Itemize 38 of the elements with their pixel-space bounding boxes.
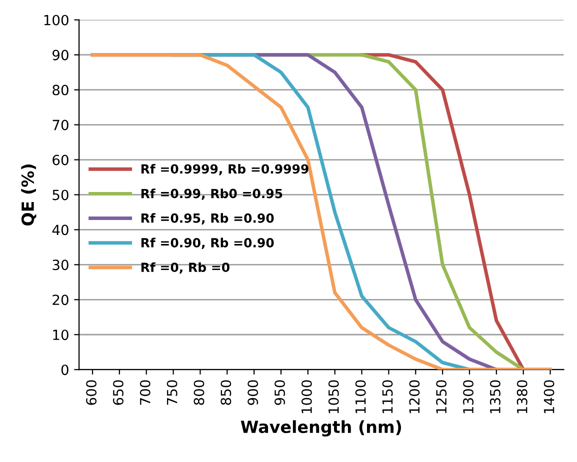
x-tick-label: 1200 — [409, 380, 420, 414]
y-axis-title: QE (%) — [21, 164, 36, 226]
y-tick-label: 100 — [44, 14, 68, 26]
x-tick-label: 1250 — [436, 380, 447, 414]
x-tick-label: 950 — [274, 380, 286, 405]
x-tick-label: 1050 — [328, 380, 339, 414]
line-series — [90, 53, 552, 370]
line-series — [360, 53, 526, 370]
x-tick-label: 850 — [220, 380, 232, 405]
x-tick-label: 1300 — [463, 380, 474, 414]
legend-label: Rf =0, Rb =0 — [141, 262, 230, 274]
y-tick-label: 50 — [52, 190, 68, 200]
y-tick-label: 20 — [52, 294, 68, 306]
y-tick-label: 0 — [61, 364, 68, 376]
x-tick-label: 1100 — [355, 380, 366, 414]
x-tick-label: 900 — [248, 380, 258, 405]
x-tick-label: 1400 — [544, 380, 554, 414]
x-tick-label: 1380 — [516, 380, 528, 414]
x-tick-label: 750 — [166, 380, 178, 405]
x-axis-title: Wavelength (nm) — [240, 420, 402, 436]
x-tick-label: 800 — [194, 380, 204, 405]
x-tick-label: 1000 — [301, 380, 312, 414]
x-tick-label: 1350 — [490, 380, 500, 414]
legend-label: Rf =0.95, Rb =0.90 — [141, 213, 274, 224]
x-tick-label: 1150 — [382, 380, 393, 414]
y-tick-label: 80 — [52, 84, 68, 96]
y-tick-label: 90 — [52, 50, 68, 60]
y-tick-label: 10 — [53, 330, 68, 340]
x-tick-label: 650 — [112, 380, 124, 405]
y-tick-label: 30 — [52, 260, 68, 270]
y-tick-label: 40 — [52, 224, 68, 236]
legend-label: Rf =0.99, Rb0 =0.95 — [141, 188, 282, 200]
y-tick-label: 70 — [52, 120, 68, 130]
legend-label: Rf =0.9999, Rb =0.9999 — [141, 164, 308, 176]
x-tick-label: 700 — [140, 380, 150, 405]
x-tick-label: 600 — [86, 380, 97, 405]
legend-label: Rf =0.90, Rb =0.90 — [141, 238, 274, 250]
y-tick-label: 60 — [52, 154, 68, 166]
